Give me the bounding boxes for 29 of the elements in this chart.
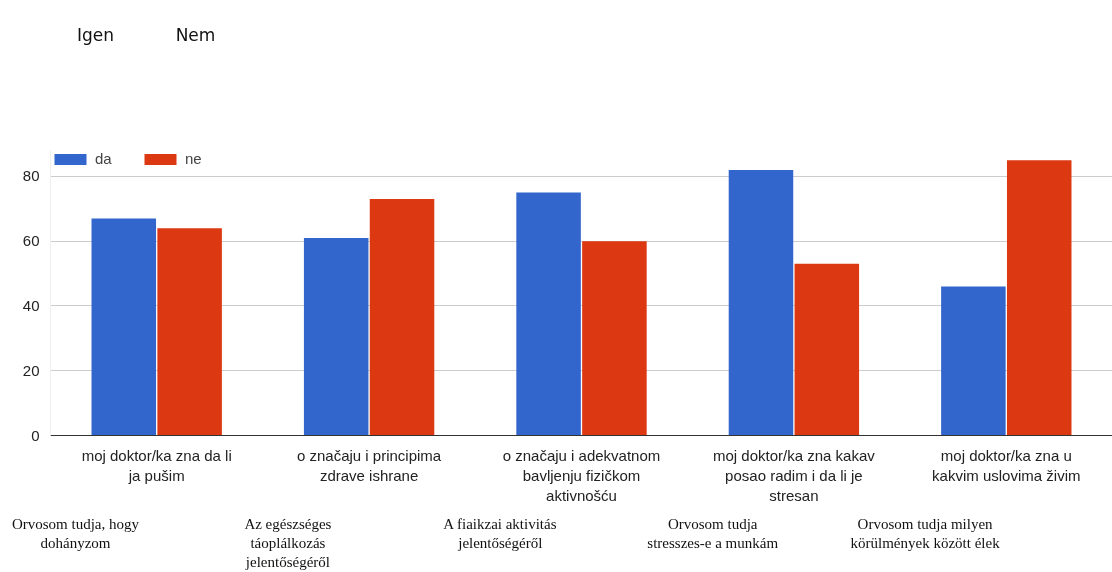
y-tick-label: 60 (22, 232, 40, 250)
y-tick-label: 0 (31, 426, 40, 444)
y-tick-label: 80 (22, 167, 40, 185)
bar (369, 199, 435, 436)
x-tick-label: moj doktor/ka zna kakav posao radim i da li je stresan (713, 446, 876, 505)
text: Nem (175, 24, 216, 45)
bar (157, 228, 222, 436)
legend-label: ne (185, 150, 203, 167)
text: Az egészséges táoplálkozás jelentőségéről (244, 515, 332, 570)
x-tick-label: moj doktor/ka zna da li ja pušim (81, 446, 232, 484)
text: A fiaikzai aktivitás jelentőségéről (443, 515, 557, 551)
x-tick-label: moj doktor/ka zna u kakvim uslovima živim (932, 446, 1081, 484)
text: Orvosom tudja milyen körülmények között élek (850, 515, 1001, 551)
bar (728, 169, 794, 436)
text: Igen (76, 24, 115, 45)
x-tick-label: o značaju i adekvatnom bavljenju fizičkom aktivnošću (502, 446, 661, 505)
bar (516, 192, 581, 436)
bar (794, 263, 860, 436)
bar (582, 241, 647, 436)
legend-label: da (95, 150, 113, 167)
y-tick-label: 40 (22, 296, 40, 314)
bar (91, 218, 157, 436)
text: Orvosom tudja stresszes-e a munkám (647, 515, 779, 551)
bar (941, 286, 1006, 436)
bar (1006, 160, 1072, 436)
y-tick-label: 20 (22, 361, 40, 379)
x-tick-label: o značaju i principima zdrave ishrane (296, 446, 442, 484)
text: Orvosom tudja, hogy dohányzom (11, 515, 140, 551)
bar (303, 237, 369, 436)
